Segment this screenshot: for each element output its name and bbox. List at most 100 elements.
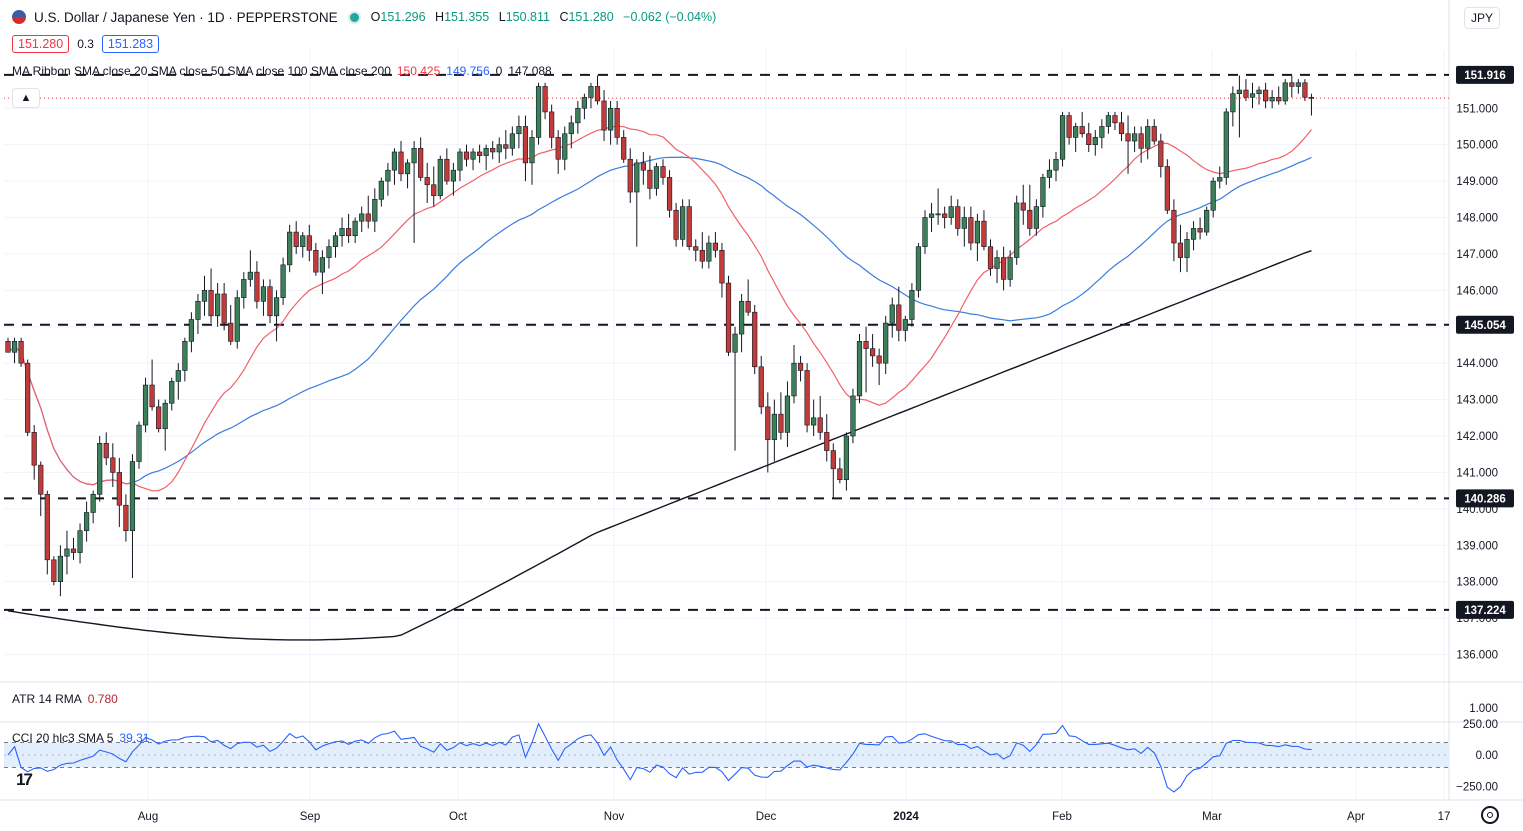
candle-body	[339, 228, 345, 237]
candle-body	[1263, 89, 1269, 102]
candle-body	[791, 362, 797, 397]
ma-ribbon-label: MA Ribbon SMA close 20 SMA close 50 SMA …	[12, 64, 391, 78]
ma-ribbon-legend[interactable]: MA Ribbon SMA close 20 SMA close 50 SMA …	[12, 64, 552, 78]
candle-body	[745, 300, 751, 313]
candle-body	[621, 137, 627, 160]
moving-average-ribbon	[7, 125, 1312, 641]
candle-body	[97, 442, 103, 495]
currency-selector[interactable]: JPY	[1464, 7, 1500, 29]
market-open-icon	[349, 12, 359, 22]
candle-body	[588, 86, 594, 98]
candle-body	[1000, 257, 1007, 280]
candlesticks	[5, 75, 1315, 597]
candle-body	[188, 319, 195, 342]
candle-body	[549, 111, 555, 138]
candle-body	[680, 206, 686, 240]
chevron-up-icon[interactable]: ▲	[12, 88, 40, 108]
candle-body	[31, 432, 37, 466]
candle-body	[326, 246, 332, 258]
candle-body	[306, 235, 312, 251]
candle-body	[942, 213, 948, 218]
candle-body	[352, 220, 358, 237]
candle-body	[18, 341, 24, 364]
price-tick-label: 144.000	[1456, 358, 1498, 370]
candle-body	[1046, 169, 1053, 178]
candle-body	[228, 322, 234, 342]
candle-body	[57, 555, 63, 582]
candle-body	[77, 530, 83, 553]
candle-body	[241, 279, 247, 298]
cci-line	[7, 722, 1312, 793]
candle-body	[1210, 180, 1216, 211]
buy-button[interactable]: 151.283	[101, 35, 160, 53]
level-label-box	[1456, 65, 1514, 84]
atr-legend[interactable]: ATR 14 RMA 0.780	[12, 692, 118, 706]
candle-body	[70, 548, 77, 553]
price-tick-label: 148.000	[1456, 213, 1498, 225]
candle-body	[935, 213, 941, 216]
candle-body	[1302, 82, 1308, 98]
candle-body	[293, 231, 299, 247]
candle-body	[863, 341, 869, 349]
candle-body	[385, 169, 391, 182]
atr-value: 0.780	[87, 692, 118, 706]
candle-body	[797, 362, 804, 371]
candle-body	[1086, 133, 1092, 145]
candle-body	[1092, 137, 1098, 145]
candle-body	[1308, 97, 1315, 99]
candle-body	[765, 406, 771, 440]
level-label-box	[1456, 489, 1514, 508]
time-axis[interactable]: Aug Sep Oct Nov Dec 2024 Feb Mar Apr 17	[138, 811, 1451, 823]
candle-body	[247, 271, 253, 280]
candle-body	[542, 86, 548, 113]
time-tick-label: Nov	[604, 811, 625, 823]
candle-body	[915, 246, 922, 291]
candle-body	[44, 493, 50, 561]
atr-tick-label: 1.000	[1469, 703, 1498, 715]
candle-body	[1236, 89, 1242, 94]
candle-body	[509, 133, 515, 149]
candle-body	[470, 151, 476, 160]
candle-body	[568, 122, 574, 135]
candle-body	[869, 348, 876, 357]
close-label: C	[559, 10, 569, 24]
high-label: H	[435, 10, 445, 24]
low-label: L	[498, 10, 506, 24]
candle-body	[1059, 115, 1066, 160]
price-axis[interactable]: 151.000 150.000 149.000 148.000 147.000 146.0…	[1456, 65, 1514, 793]
sell-button[interactable]: 151.280	[12, 35, 70, 53]
cci-legend[interactable]: CCI 20 hlc3 SMA 5 39.31	[12, 731, 149, 745]
candle-body	[1079, 126, 1085, 135]
candle-body	[562, 133, 568, 160]
candle-body	[398, 151, 404, 175]
gear-icon[interactable]	[1481, 806, 1499, 824]
candle-body	[1164, 166, 1170, 211]
candle-body	[215, 293, 221, 317]
candle-body	[928, 213, 935, 218]
candle-body	[1066, 115, 1072, 138]
trade-buttons: 151.280 0.3 151.283	[12, 34, 160, 54]
candle-body	[431, 184, 437, 196]
candle-body	[666, 177, 673, 211]
tradingview-logo-icon[interactable]: 17	[16, 770, 33, 789]
candle-body	[640, 162, 646, 171]
candle-body	[84, 512, 90, 531]
candle-body	[476, 151, 483, 156]
candle-body	[653, 166, 660, 189]
cci-tick-label: 0.00	[1476, 750, 1498, 762]
level-label: 145.054	[1464, 320, 1506, 332]
candle-body	[968, 217, 974, 244]
candle-body	[1158, 140, 1164, 167]
candle-body	[719, 249, 725, 284]
candle-body	[686, 206, 692, 247]
open-label: O	[370, 10, 381, 24]
candle-body	[110, 457, 116, 473]
symbol-header: U.S. Dollar / Japanese Yen · 1D · PEPPER…	[12, 6, 722, 28]
candle-body	[1073, 126, 1079, 138]
candle-body	[313, 249, 319, 273]
candle-body	[1223, 111, 1229, 178]
sma20-value: 150.425	[396, 64, 441, 78]
symbol-title[interactable]: U.S. Dollar / Japanese Yen · 1D · PEPPER…	[34, 9, 338, 25]
